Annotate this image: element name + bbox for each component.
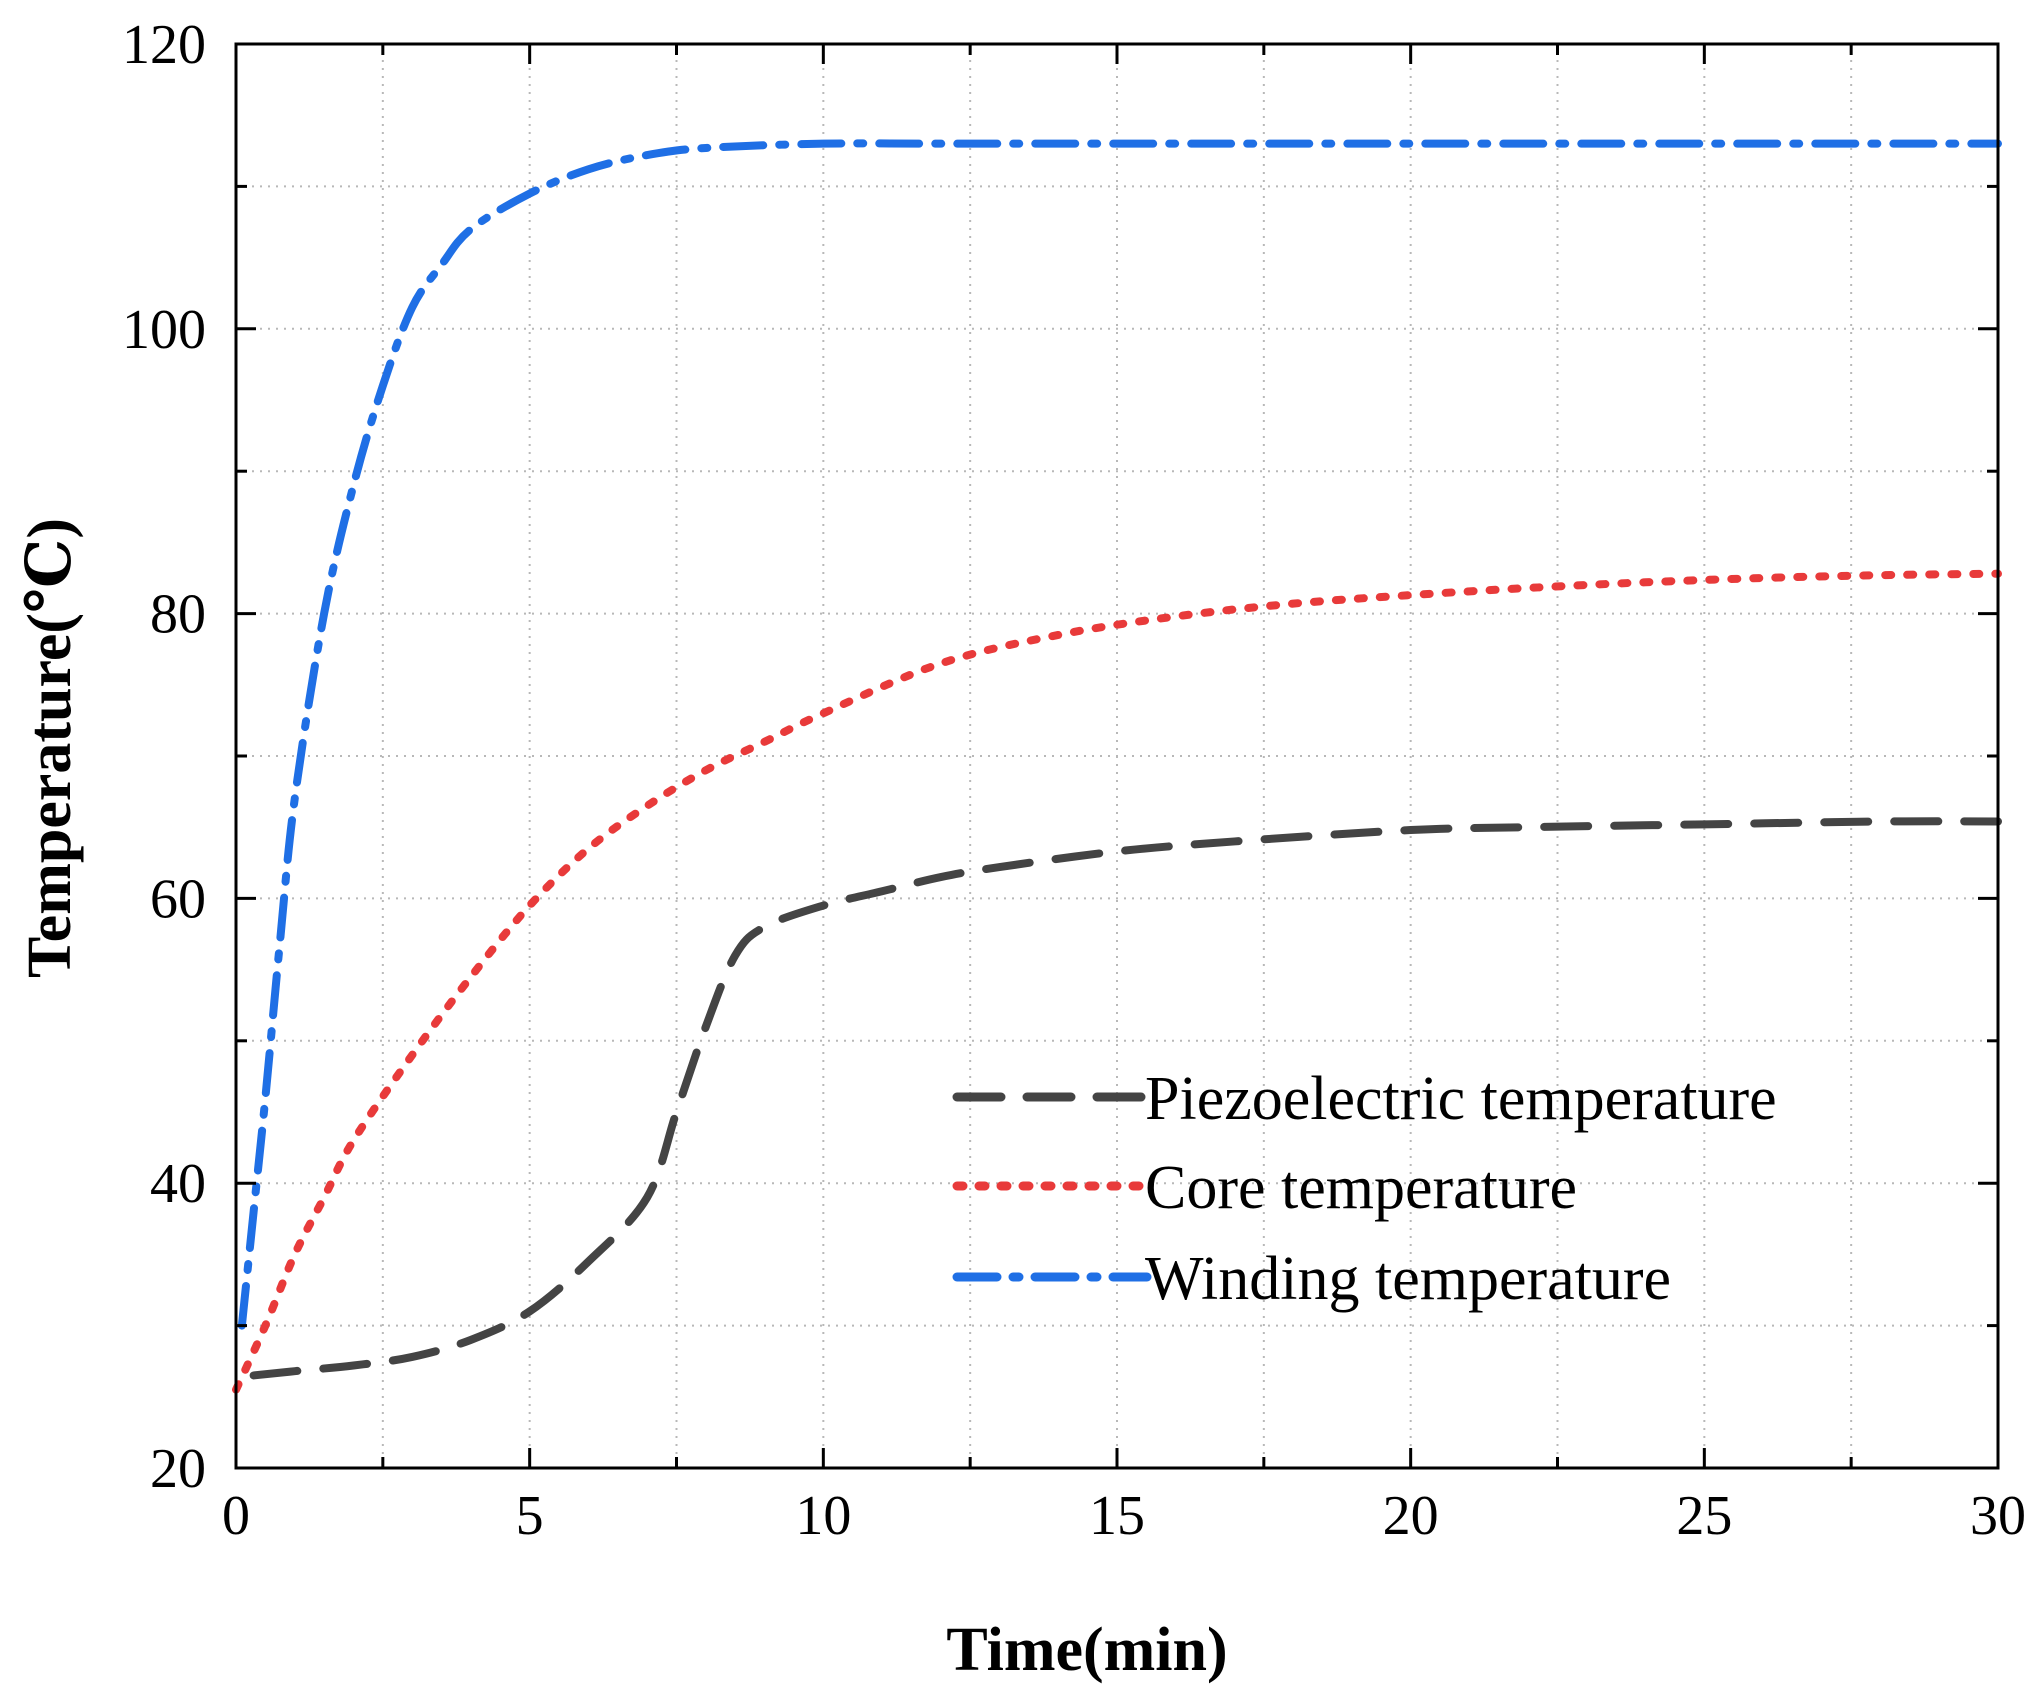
x-tick-label: 5 [516, 1485, 544, 1547]
legend: Piezoelectric temperature Core temperatu… [952, 1065, 1777, 1313]
y-tick-label: 60 [150, 868, 206, 930]
y-tick-label: 40 [150, 1153, 206, 1215]
x-axis-title: Time(min) [946, 1616, 1227, 1684]
legend-label-winding: Winding temperature [1145, 1245, 1671, 1313]
x-tick-label: 10 [795, 1485, 851, 1547]
series-line-core [232, 569, 2002, 1394]
y-tick-label: 80 [150, 584, 206, 646]
x-tick-label: 15 [1089, 1485, 1145, 1547]
series-group [232, 139, 2002, 1394]
y-tick-label: 120 [122, 14, 206, 76]
x-tick-label: 20 [1383, 1485, 1439, 1547]
x-tick-label: 0 [222, 1485, 250, 1547]
grid [236, 44, 1998, 1468]
series-line-piezoelectric [249, 817, 2002, 1380]
x-tick-label: 30 [1970, 1485, 2026, 1547]
y-axis-title: Temperature(℃) [16, 518, 84, 978]
legend-label-core: Core temperature [1145, 1154, 1577, 1222]
y-tick-label: 100 [122, 299, 206, 361]
y-tick-label: 20 [150, 1438, 206, 1500]
x-tick-label: 25 [1676, 1485, 1732, 1547]
legend-label-piezoelectric: Piezoelectric temperature [1145, 1065, 1777, 1133]
series-line-winding [237, 139, 2002, 1330]
axes [234, 42, 2000, 1470]
tick-labels: 0 5 10 15 20 25 30 20 40 60 80 100 120 [122, 14, 2026, 1547]
